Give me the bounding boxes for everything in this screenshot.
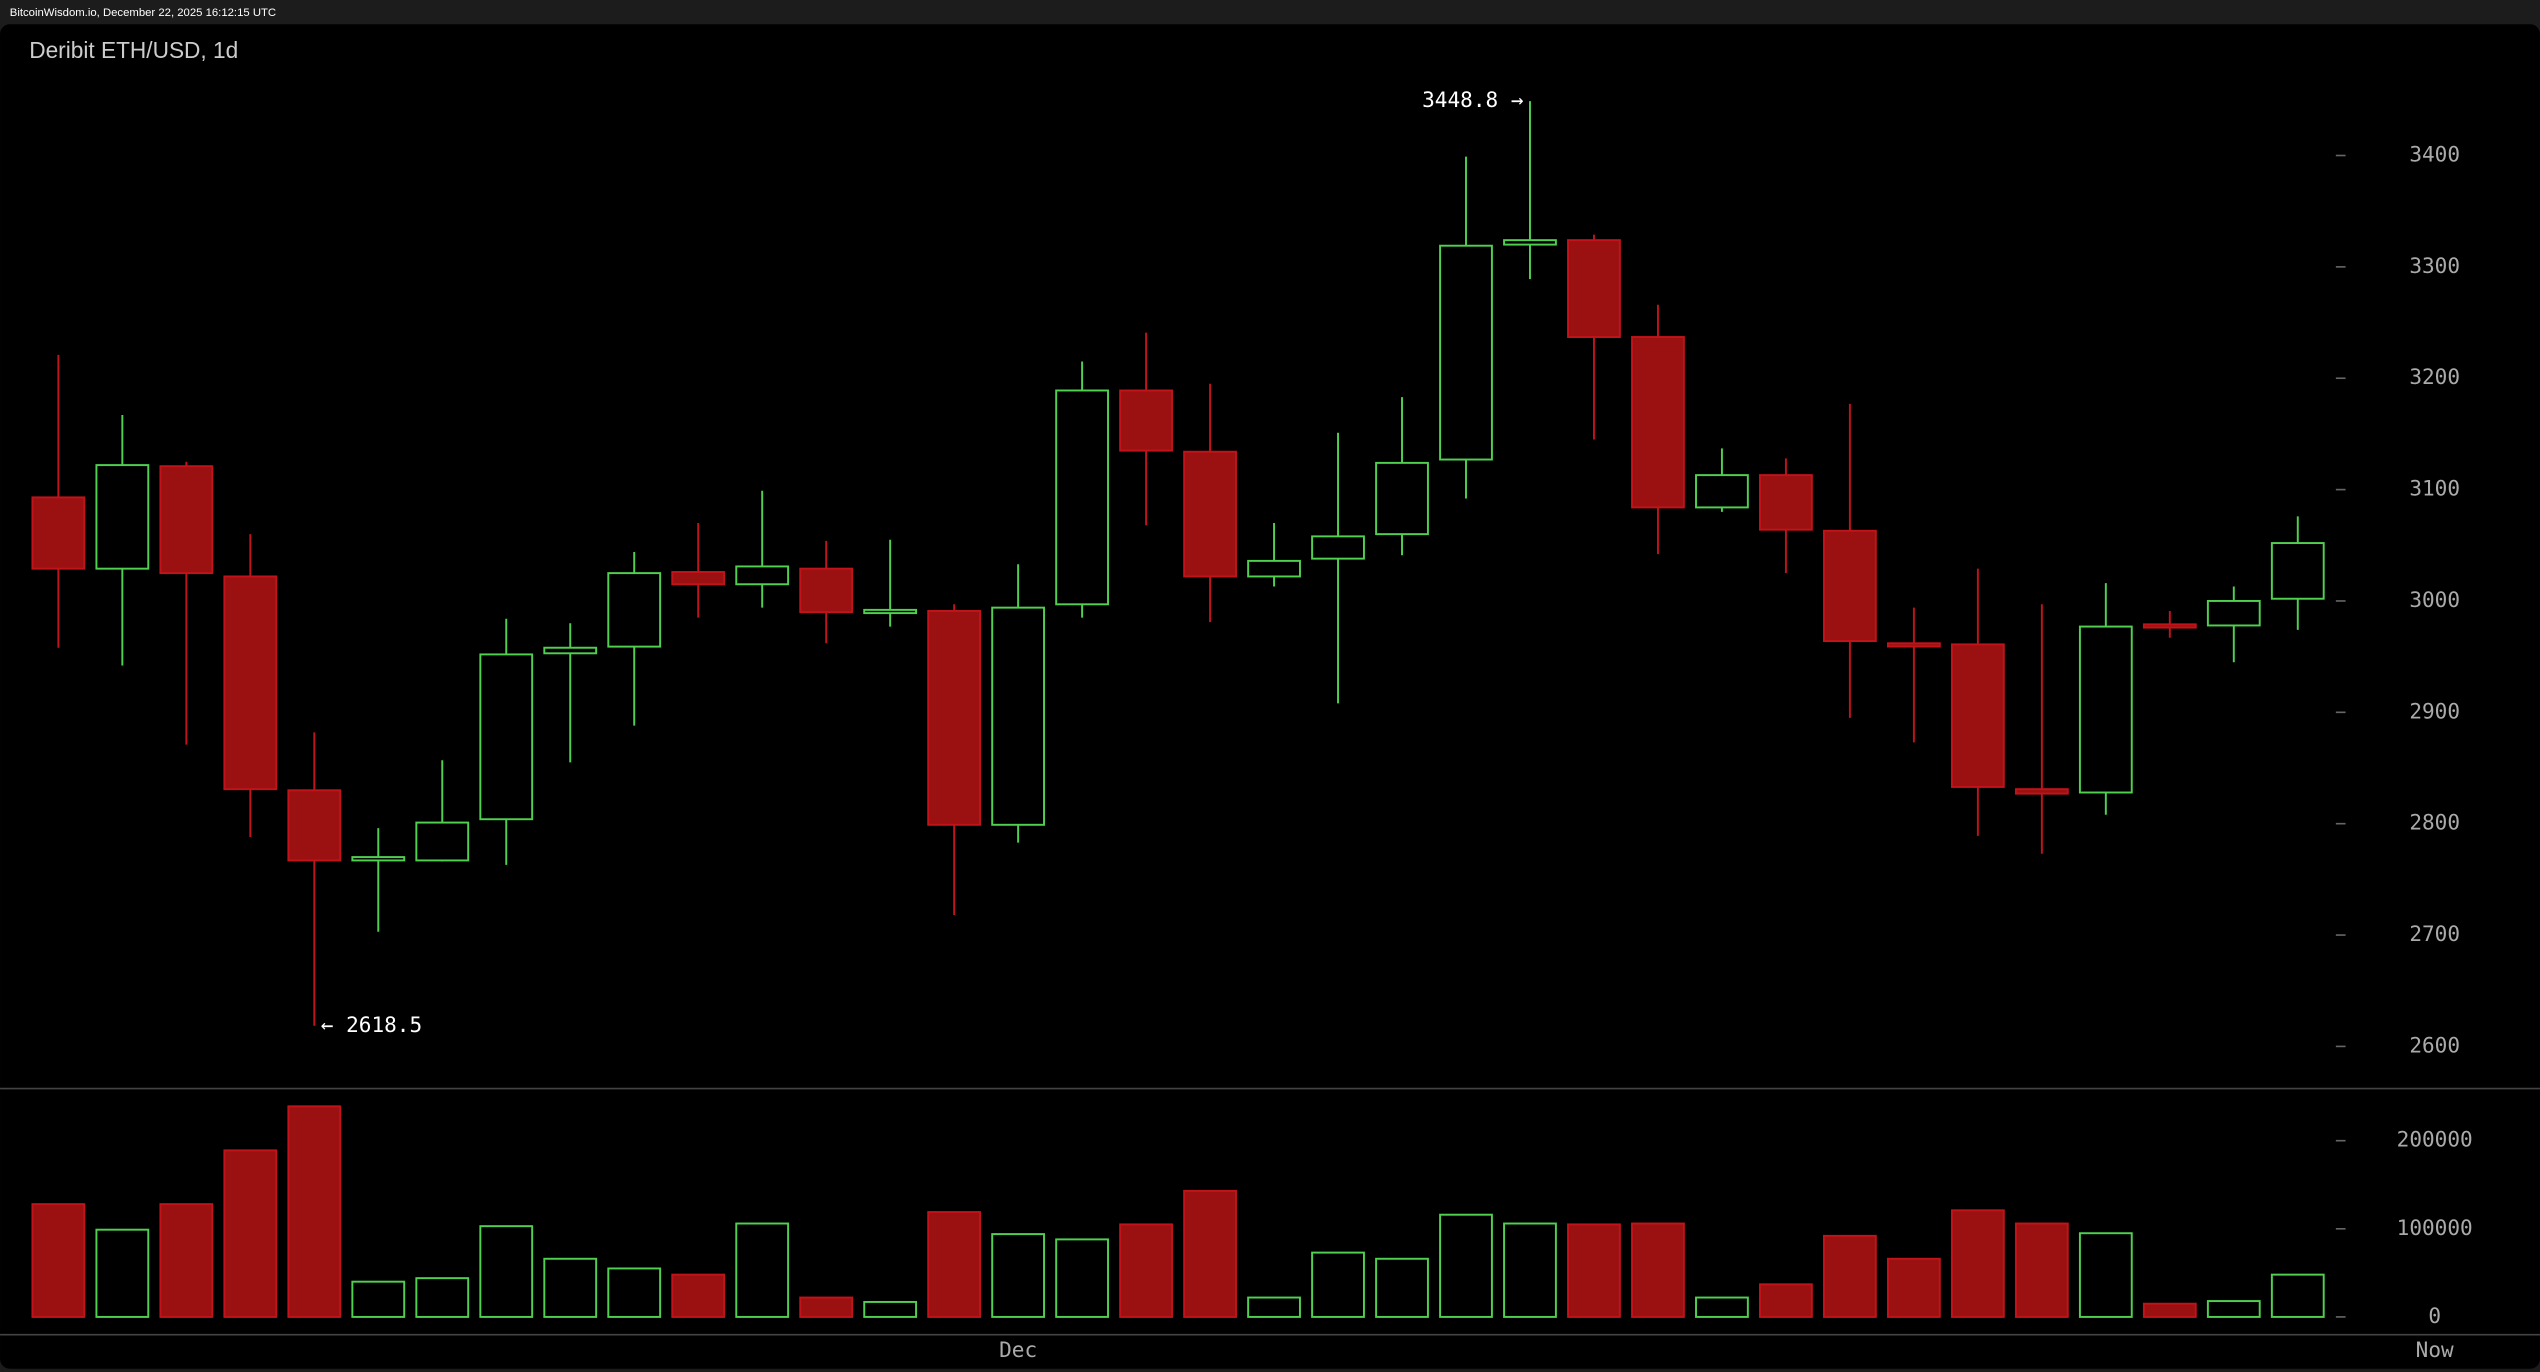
candle-body xyxy=(2142,623,2197,629)
volume-bar xyxy=(1119,1223,1173,1318)
x-tick-label: Dec xyxy=(999,1337,1037,1362)
volume-bar xyxy=(1695,1296,1749,1318)
candle-body xyxy=(479,653,534,821)
volume-bar xyxy=(1950,1209,2005,1318)
candle-body xyxy=(1247,559,1301,578)
candle-body xyxy=(1439,244,1493,461)
volume-bar xyxy=(479,1225,534,1318)
candle-body xyxy=(1950,643,2005,788)
volume-bar xyxy=(543,1257,598,1318)
candle-body xyxy=(1311,535,1365,560)
volume-bar xyxy=(415,1277,470,1318)
volume-bar xyxy=(2270,1273,2325,1318)
candle-body xyxy=(2014,788,2069,795)
candle-body xyxy=(351,856,406,862)
candle-body xyxy=(1823,529,1877,643)
candle-body xyxy=(927,610,982,826)
candle-body xyxy=(863,608,918,615)
candle-body xyxy=(1503,239,1557,246)
volume-bar xyxy=(351,1280,406,1318)
candle-body xyxy=(1886,642,1941,648)
candle-body xyxy=(2206,599,2261,627)
candle-body xyxy=(1567,239,1621,338)
y-tick-label: 3400 xyxy=(2409,142,2460,167)
candle-body xyxy=(31,496,86,570)
volume-bar xyxy=(1183,1189,1237,1318)
candle-body xyxy=(1055,389,1109,606)
candle-body xyxy=(2270,542,2325,600)
volume-bar xyxy=(159,1203,214,1318)
candle-body xyxy=(1631,336,1685,509)
volume-tick-label: 0 xyxy=(2428,1303,2441,1328)
volume-bar xyxy=(1567,1223,1621,1318)
candle-body xyxy=(95,464,150,570)
volume-bar xyxy=(607,1267,662,1318)
volume-bar xyxy=(95,1228,150,1318)
candle-body xyxy=(1695,474,1749,509)
volume-bar xyxy=(1055,1238,1109,1318)
y-tick-label: 2600 xyxy=(2409,1032,2460,1057)
annotation: ← 2618.5 xyxy=(321,1012,422,1037)
volume-bar xyxy=(1375,1257,1429,1318)
candle-body xyxy=(287,789,342,862)
volume-tick-label: 100000 xyxy=(2397,1215,2473,1240)
volume-bar xyxy=(1247,1296,1301,1318)
volume-bar xyxy=(1631,1222,1685,1318)
y-tick-label: 3000 xyxy=(2409,587,2460,612)
volume-bar xyxy=(2142,1302,2197,1318)
volume-bar xyxy=(1439,1213,1493,1318)
candle-body xyxy=(1119,389,1173,452)
volume-bar xyxy=(2078,1232,2133,1318)
candle-body xyxy=(1183,450,1237,578)
y-tick-label: 3300 xyxy=(2409,253,2460,278)
volume-tick-label: 200000 xyxy=(2397,1127,2473,1152)
volume-bar xyxy=(735,1222,790,1318)
chart-title: Deribit ETH/USD, 1d xyxy=(29,37,238,63)
volume-bar xyxy=(2206,1300,2261,1318)
candle-body xyxy=(735,565,790,586)
volume-bar xyxy=(927,1211,982,1318)
annotation: 3448.8 → xyxy=(1422,87,1523,112)
y-tick-label: 2800 xyxy=(2409,810,2460,835)
volume-bar xyxy=(863,1300,918,1318)
now-label: Now xyxy=(2416,1337,2454,1362)
y-tick-label: 2700 xyxy=(2409,921,2460,946)
volume-bar xyxy=(671,1273,726,1318)
volume-bar xyxy=(31,1203,86,1318)
volume-bar xyxy=(1759,1283,1813,1318)
y-tick-label: 3200 xyxy=(2409,364,2460,389)
candle-body xyxy=(223,575,278,791)
volume-bar xyxy=(2014,1222,2069,1318)
candle-body xyxy=(543,646,598,655)
candle-body xyxy=(2078,625,2133,794)
volume-bar xyxy=(1311,1251,1365,1318)
volume-bar xyxy=(799,1296,854,1318)
volume-bar xyxy=(991,1233,1046,1318)
candle-body xyxy=(607,572,662,648)
volume-bar xyxy=(1886,1257,1941,1318)
y-tick-label: 2900 xyxy=(2409,698,2460,723)
candle-body xyxy=(671,571,726,586)
candle-body xyxy=(799,567,854,614)
candle-body xyxy=(1759,474,1813,531)
candle-body xyxy=(1375,461,1429,536)
volume-bar xyxy=(1823,1234,1877,1318)
candle-body xyxy=(159,465,214,575)
candle-body xyxy=(415,821,470,862)
volume-bar xyxy=(223,1149,278,1318)
volume-bar xyxy=(287,1105,342,1318)
candle-body xyxy=(991,606,1046,826)
volume-bar xyxy=(1503,1222,1557,1318)
header: BitcoinWisdom.io, December 22, 2025 16:1… xyxy=(10,7,276,19)
y-tick-label: 3100 xyxy=(2409,476,2460,501)
panel xyxy=(0,24,2540,1369)
